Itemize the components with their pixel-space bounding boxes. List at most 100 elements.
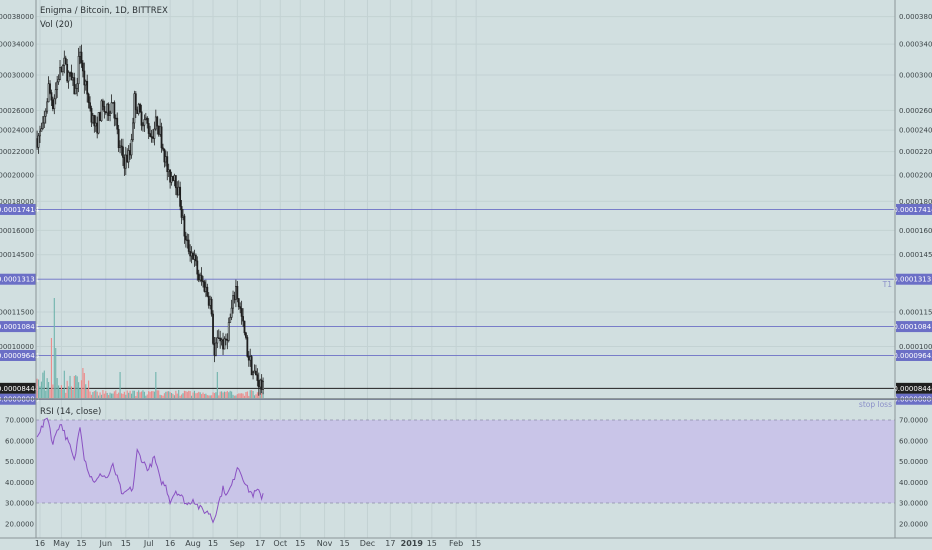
candle-body — [133, 93, 136, 124]
rsi-tick-label: 60.0000 — [899, 437, 928, 445]
candle-body — [63, 57, 66, 66]
candle-body — [167, 169, 170, 173]
volume-bar — [93, 391, 95, 398]
level-price-tag — [896, 203, 932, 215]
candle-body — [169, 169, 172, 183]
volume-bar — [39, 386, 41, 398]
candle-body — [82, 62, 84, 72]
candle-body — [51, 99, 54, 110]
volume-bar — [232, 394, 234, 398]
price-tick-label: 0.00011500 — [899, 309, 932, 317]
candle-body — [104, 111, 107, 114]
level-price-tag — [0, 321, 36, 333]
candle-body — [61, 65, 64, 73]
candle-body — [219, 337, 222, 342]
candle-body — [164, 156, 167, 163]
candle-body — [139, 104, 142, 113]
volume-bar — [105, 391, 107, 398]
candle-body — [227, 322, 230, 341]
volume-bar — [125, 394, 127, 398]
candle-body — [229, 317, 232, 323]
volume-bar — [129, 390, 131, 398]
candle-body — [160, 126, 163, 149]
volume-bar — [146, 394, 148, 398]
volume-bar — [122, 393, 124, 398]
volume-bar — [143, 391, 145, 398]
volume-bar — [56, 378, 58, 398]
volume-bar — [216, 372, 218, 398]
volume-bar — [79, 388, 81, 398]
candle-body — [144, 117, 147, 120]
volume-bar — [243, 395, 246, 398]
level-price-tag — [0, 203, 36, 215]
volume-bar — [59, 389, 61, 398]
candle-body — [260, 379, 263, 390]
volume-bar — [176, 393, 178, 398]
candle-body — [134, 93, 137, 111]
volume-bar — [253, 395, 256, 398]
level-price-tag-text: 0.00013131 — [893, 276, 932, 284]
candle-body — [243, 320, 246, 334]
rsi-line — [36, 417, 264, 524]
candle-body — [50, 92, 53, 101]
candle-body — [43, 115, 46, 124]
candle-body — [193, 254, 196, 260]
candle-body — [143, 119, 146, 126]
candle-body — [92, 115, 94, 123]
volume-bar — [165, 391, 167, 398]
volume-bar — [148, 391, 150, 398]
time-tick-label: 17 — [255, 539, 265, 548]
volume-bar — [261, 393, 263, 398]
candle-body — [127, 150, 130, 163]
candle-body — [97, 112, 100, 134]
volume-bar — [239, 393, 241, 398]
volume-bar — [138, 390, 140, 398]
volume-bar — [228, 392, 230, 398]
candle-body — [126, 154, 129, 163]
volume-bar — [219, 391, 221, 398]
price-tick-label: 0.00016000 — [0, 227, 34, 235]
price-tick-label: 0.00030000 — [0, 72, 34, 80]
rsi-tick-label: 60.0000 — [5, 437, 34, 445]
time-tick-label: 16 — [35, 539, 45, 548]
volume-bar — [102, 390, 104, 398]
volume-bar — [86, 388, 88, 398]
volume-bar — [208, 395, 210, 398]
rsi-tick-label: 20.0000 — [899, 520, 928, 528]
volume-bar — [161, 395, 163, 398]
volume-bar — [109, 392, 111, 398]
candle-body — [194, 254, 197, 262]
candle-body — [116, 117, 119, 130]
volume-bar — [202, 392, 204, 398]
candle-body — [142, 124, 144, 127]
volume-bar — [252, 390, 254, 398]
candle-body — [259, 379, 262, 388]
price-tick-label: 0.00038000 — [0, 13, 34, 21]
candle-body — [100, 100, 103, 122]
volume-bar — [126, 390, 128, 398]
candle-body — [94, 122, 97, 127]
level-price-tag — [896, 321, 932, 333]
volume-bar — [206, 395, 208, 398]
volume-bar — [75, 375, 77, 398]
volume-bar — [110, 393, 113, 398]
volume-label: Vol (20) — [40, 20, 73, 30]
candle-body — [56, 81, 59, 90]
candle-body — [262, 381, 264, 390]
volume-bar — [69, 375, 71, 398]
volume-bar — [119, 372, 121, 398]
price-tick-label: 0.00018000 — [899, 198, 932, 206]
level-price-tag-text: 0.00009645 — [893, 352, 932, 360]
candle-body — [163, 148, 166, 163]
candle-body — [96, 122, 99, 134]
candle-body — [107, 103, 110, 116]
candle-body — [59, 67, 61, 80]
candle-body — [150, 136, 153, 138]
candle-body — [209, 298, 212, 306]
volume-bar — [255, 394, 257, 398]
volume-bar — [242, 393, 244, 398]
price-tick-label: 0.00030000 — [899, 72, 932, 80]
volume-bar — [65, 392, 67, 398]
candle-body — [99, 112, 101, 122]
